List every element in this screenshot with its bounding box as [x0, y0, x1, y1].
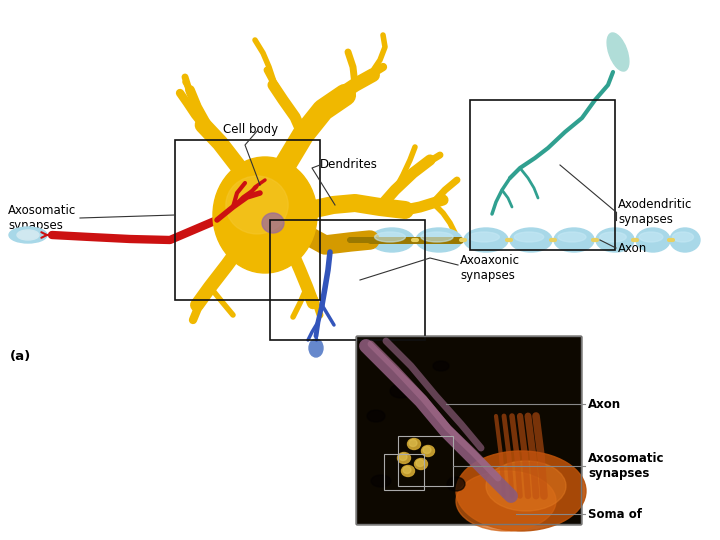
Ellipse shape [9, 227, 47, 243]
Bar [384, 454, 424, 490]
Text: Axon: Axon [588, 397, 621, 410]
Ellipse shape [636, 228, 670, 252]
Ellipse shape [409, 440, 417, 447]
Ellipse shape [607, 33, 629, 71]
Ellipse shape [374, 232, 405, 242]
Text: Dendrites: Dendrites [320, 159, 378, 172]
Ellipse shape [464, 228, 508, 252]
Bar [356, 336, 581, 524]
Ellipse shape [402, 465, 415, 476]
Ellipse shape [456, 451, 586, 531]
Ellipse shape [456, 471, 556, 531]
Ellipse shape [415, 458, 428, 469]
Ellipse shape [370, 228, 414, 252]
Ellipse shape [433, 361, 449, 371]
Ellipse shape [416, 460, 424, 467]
Ellipse shape [510, 228, 552, 252]
Ellipse shape [416, 228, 462, 252]
Ellipse shape [17, 230, 39, 240]
Ellipse shape [670, 228, 700, 252]
Bar [356, 336, 581, 524]
Text: Axon: Axon [618, 241, 647, 254]
Text: Soma of: Soma of [588, 508, 642, 521]
Ellipse shape [596, 228, 634, 252]
Ellipse shape [371, 475, 391, 487]
Ellipse shape [421, 446, 434, 456]
Ellipse shape [423, 447, 431, 454]
Ellipse shape [309, 339, 323, 357]
Ellipse shape [469, 232, 500, 242]
Text: Axosomatic
synapses: Axosomatic synapses [8, 204, 76, 232]
Ellipse shape [397, 453, 410, 463]
Bar [470, 100, 615, 250]
Ellipse shape [639, 232, 663, 242]
Ellipse shape [514, 232, 544, 242]
Ellipse shape [421, 232, 453, 242]
Text: Cell body: Cell body [223, 124, 278, 137]
Ellipse shape [447, 477, 465, 491]
Text: Axosomatic
synapses: Axosomatic synapses [588, 452, 665, 480]
Ellipse shape [600, 232, 626, 242]
Ellipse shape [399, 454, 407, 461]
Ellipse shape [672, 232, 693, 242]
Ellipse shape [213, 157, 317, 273]
Text: Axodendritic
synapses: Axodendritic synapses [618, 198, 693, 226]
Bar [175, 140, 320, 300]
Ellipse shape [486, 461, 566, 511]
Bar [356, 336, 581, 524]
Bar [398, 436, 453, 486]
Ellipse shape [390, 384, 412, 398]
Text: (a): (a) [10, 350, 31, 363]
Ellipse shape [367, 410, 385, 422]
Ellipse shape [403, 467, 411, 474]
Ellipse shape [558, 232, 586, 242]
Bar [270, 220, 425, 340]
Ellipse shape [262, 213, 284, 233]
Ellipse shape [408, 438, 420, 449]
Ellipse shape [226, 176, 288, 234]
Ellipse shape [554, 228, 594, 252]
Text: Axoaxonic
synapses: Axoaxonic synapses [460, 254, 520, 282]
